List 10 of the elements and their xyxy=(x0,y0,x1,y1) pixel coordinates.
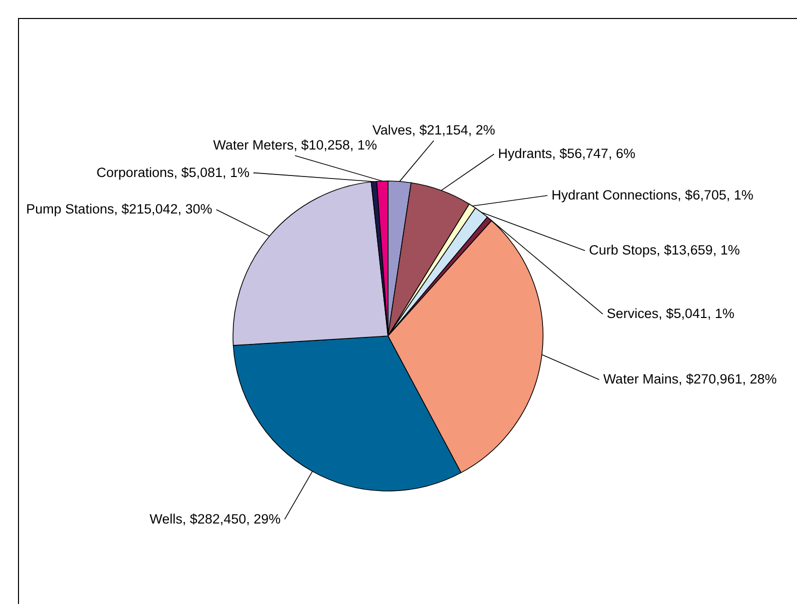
slice-label: Water Meters, $10,258, 1% xyxy=(213,138,377,153)
slice-label: Services, $5,041, 1% xyxy=(606,306,734,322)
slice-label: Wells, $282,450, 29% xyxy=(150,511,281,526)
slice-label: Corporations, $5,081, 1% xyxy=(96,164,250,180)
slice-label: Curb Stops, $13,659, 1% xyxy=(588,242,740,258)
slice-label: Water Mains, $270,961, 28% xyxy=(603,372,777,387)
slice-label: Pump Stations, $215,042, 30% xyxy=(26,202,212,217)
slice-label: Hydrant Connections, $6,705, 1% xyxy=(551,187,754,202)
slice-label: Valves, $21,154, 2% xyxy=(372,122,496,138)
slice-label: Hydrants, $56,747, 6% xyxy=(498,146,636,162)
